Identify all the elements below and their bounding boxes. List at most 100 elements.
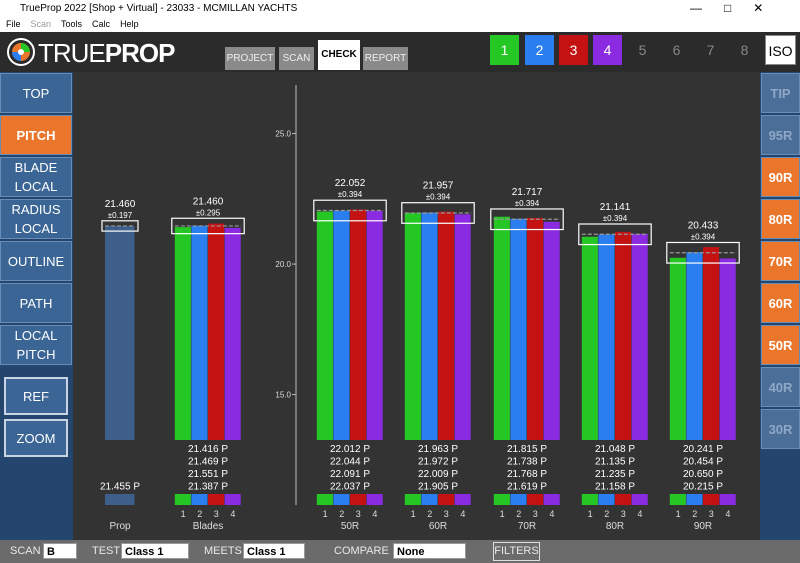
color-key bbox=[333, 494, 350, 505]
radius-button[interactable]: 50R bbox=[761, 325, 800, 365]
nav-button[interactable]: LOCAL PITCH bbox=[0, 325, 72, 365]
blade-label: 3 bbox=[214, 509, 219, 519]
category-label: Prop bbox=[109, 521, 131, 532]
nav-button[interactable]: OUTLINE bbox=[0, 241, 72, 281]
tab[interactable]: SCAN bbox=[279, 47, 314, 70]
tab[interactable]: PROJECT bbox=[225, 47, 275, 70]
filters-button[interactable]: FILTERS bbox=[493, 542, 540, 561]
value-label: 21.905 P bbox=[418, 482, 458, 493]
footer-bar: SCAN B TEST Class 1 MEETS Class 1 COMPAR… bbox=[0, 540, 800, 563]
test-select[interactable]: Class 1 bbox=[121, 543, 189, 559]
nav-button[interactable]: REF bbox=[4, 377, 68, 415]
bar bbox=[598, 234, 615, 440]
color-key bbox=[631, 494, 648, 505]
category-label: 80R bbox=[606, 521, 624, 532]
mean-label: 21.460 bbox=[105, 199, 136, 210]
color-key bbox=[174, 494, 191, 505]
y-tick-label: 25.0 bbox=[275, 130, 291, 139]
logo: TRUEPROP bbox=[38, 38, 175, 69]
color-key bbox=[366, 494, 383, 505]
radius-button[interactable]: TIP bbox=[761, 73, 800, 113]
field-value: None bbox=[397, 546, 425, 558]
menu-bar: File Scan Tools Calc Help bbox=[0, 17, 800, 32]
blade-label: 4 bbox=[230, 509, 235, 519]
radius-button[interactable]: 95R bbox=[761, 115, 800, 155]
blade-button[interactable]: 1 bbox=[490, 35, 519, 65]
radius-button[interactable]: 40R bbox=[761, 367, 800, 407]
mean-label: 22.052 bbox=[335, 178, 366, 189]
nav-button[interactable]: RADIUS LOCAL bbox=[0, 199, 72, 239]
color-key bbox=[208, 494, 225, 505]
tolerance-box bbox=[101, 220, 139, 232]
color-key bbox=[669, 494, 686, 505]
bar bbox=[191, 225, 208, 440]
bar bbox=[174, 227, 191, 440]
blade-button[interactable]: 7 bbox=[706, 42, 715, 58]
value-label: 21.416 P bbox=[188, 444, 228, 455]
blade-label: 4 bbox=[460, 509, 465, 519]
menu-item[interactable]: Scan bbox=[30, 19, 52, 29]
value-label: 21.048 P bbox=[595, 444, 635, 455]
blade-button[interactable]: 6 bbox=[672, 42, 681, 58]
mean-label: 21.717 bbox=[512, 187, 543, 198]
nav-button[interactable]: PATH bbox=[0, 283, 72, 323]
blade-label: 4 bbox=[637, 509, 642, 519]
radius-button[interactable]: 70R bbox=[761, 241, 800, 281]
field-value: Class 1 bbox=[247, 546, 286, 558]
blade-button[interactable]: 3 bbox=[559, 35, 588, 65]
radius-button[interactable]: 90R bbox=[761, 157, 800, 197]
nav-button[interactable]: TOP bbox=[0, 73, 72, 113]
menu-item[interactable]: Tools bbox=[61, 19, 83, 29]
color-key bbox=[454, 494, 471, 505]
radius-button[interactable]: 80R bbox=[761, 199, 800, 239]
category-label: 70R bbox=[518, 521, 536, 532]
nav-button[interactable]: BLADE LOCAL bbox=[0, 157, 72, 197]
blade-label: 1 bbox=[500, 509, 505, 519]
compare-select[interactable]: None bbox=[393, 543, 466, 559]
radius-button[interactable]: 60R bbox=[761, 283, 800, 323]
scan-select[interactable]: B bbox=[43, 543, 77, 559]
blade-button[interactable]: 2 bbox=[525, 35, 554, 65]
tolerance-box bbox=[313, 199, 387, 222]
blade-label: 4 bbox=[372, 509, 377, 519]
blade-label: 2 bbox=[604, 509, 609, 519]
tol-label: ±0.394 bbox=[603, 214, 628, 223]
blade-label: 1 bbox=[323, 509, 328, 519]
menu-item[interactable]: File bbox=[6, 19, 21, 29]
value-label: 21.135 P bbox=[595, 457, 635, 468]
tab[interactable]: REPORT bbox=[363, 47, 408, 70]
value-label: 20.215 P bbox=[683, 482, 723, 493]
color-key bbox=[510, 494, 527, 505]
radius-button[interactable]: 30R bbox=[761, 409, 800, 449]
tab-active[interactable]: CHECK bbox=[318, 40, 360, 70]
blade-label: 1 bbox=[676, 509, 681, 519]
mean-label: 20.433 bbox=[688, 220, 719, 231]
blade-label: 1 bbox=[411, 509, 416, 519]
field-label: SCAN bbox=[10, 545, 41, 557]
bar bbox=[208, 223, 225, 440]
blade-button[interactable]: 4 bbox=[593, 35, 622, 65]
color-key bbox=[703, 494, 720, 505]
value-label: 21.158 P bbox=[595, 482, 635, 493]
value-label: 21.387 P bbox=[188, 482, 228, 493]
blade-label: 4 bbox=[549, 509, 554, 519]
iso-button[interactable]: ISO bbox=[765, 35, 796, 65]
bar bbox=[510, 218, 527, 440]
blade-label: 3 bbox=[356, 509, 361, 519]
blade-label: 3 bbox=[533, 509, 538, 519]
value-label: 21.455 P bbox=[100, 482, 140, 493]
mean-label: 21.957 bbox=[423, 181, 454, 192]
category-label: 60R bbox=[429, 521, 447, 532]
menu-item[interactable]: Help bbox=[120, 19, 139, 29]
value-label: 22.009 P bbox=[418, 469, 458, 480]
tolerance-box bbox=[171, 217, 245, 235]
window-controls[interactable]: —□✕ bbox=[690, 1, 786, 15]
nav-button[interactable]: ZOOM bbox=[4, 419, 68, 457]
field-label: MEETS bbox=[204, 545, 242, 557]
blade-button[interactable]: 5 bbox=[638, 42, 647, 58]
menu-item[interactable]: Calc bbox=[92, 19, 111, 29]
blade-button[interactable]: 8 bbox=[740, 42, 749, 58]
field-value: B bbox=[47, 546, 55, 558]
nav-button[interactable]: PITCH bbox=[0, 115, 72, 155]
